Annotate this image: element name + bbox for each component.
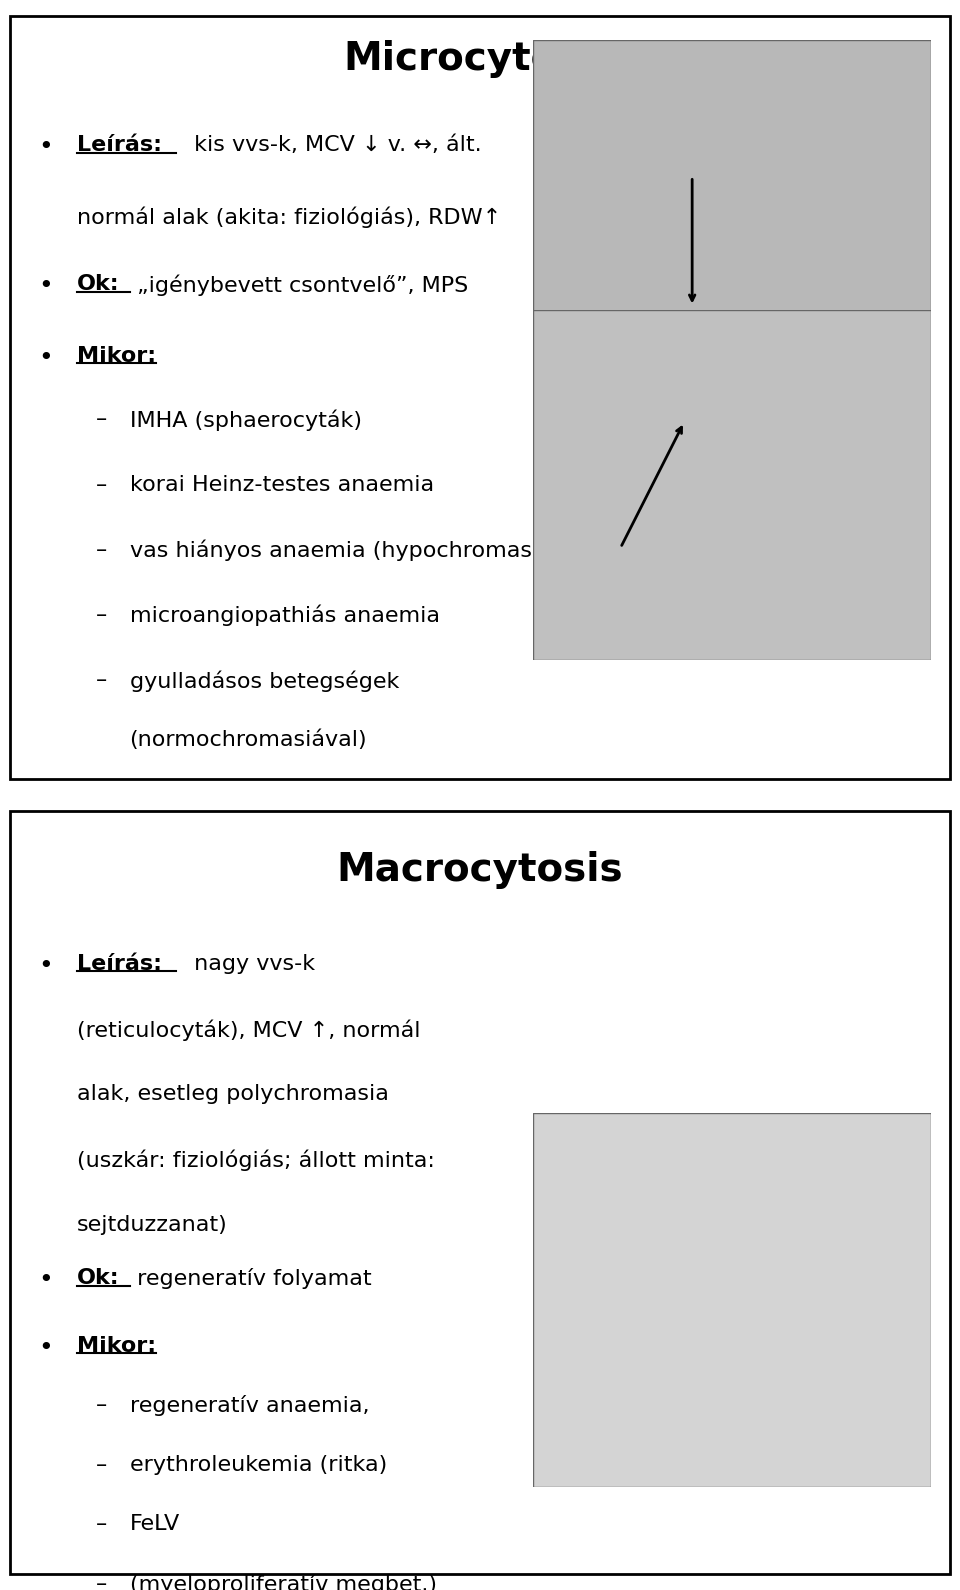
- Text: Mikor:: Mikor:: [77, 347, 156, 366]
- Text: Microcytosis: Microcytosis: [343, 40, 617, 78]
- Text: vas hiányos anaemia (hypochromasiával): vas hiányos anaemia (hypochromasiával): [130, 541, 593, 561]
- Text: –: –: [96, 541, 108, 560]
- Text: (reticulocyták), MCV ↑, normál: (reticulocyták), MCV ↑, normál: [77, 1019, 420, 1041]
- Text: sejtduzzanat): sejtduzzanat): [77, 1215, 228, 1235]
- Text: •: •: [38, 135, 53, 159]
- Text: Leírás:: Leírás:: [77, 135, 162, 156]
- Text: kis vvs-k, MCV ↓ v. ↔, ált.: kis vvs-k, MCV ↓ v. ↔, ált.: [187, 135, 482, 156]
- FancyBboxPatch shape: [10, 811, 950, 1574]
- Text: Leírás:: Leírás:: [77, 954, 162, 975]
- Text: –: –: [96, 474, 108, 494]
- Text: nagy vvs-k: nagy vvs-k: [187, 954, 315, 975]
- Text: (uszkár: fiziológiás; állott minta:: (uszkár: fiziológiás; állott minta:: [77, 1150, 435, 1172]
- Text: Ok:: Ok:: [77, 1269, 119, 1288]
- Text: gyulladásos betegségek: gyulladásos betegségek: [130, 671, 399, 692]
- Text: FeLV: FeLV: [130, 1514, 180, 1534]
- Text: regeneratív folyamat: regeneratív folyamat: [130, 1269, 372, 1289]
- Text: IMHA (sphaerocyták): IMHA (sphaerocyták): [130, 410, 362, 431]
- Text: Ok:: Ok:: [77, 275, 119, 294]
- Text: regeneratív anaemia,: regeneratív anaemia,: [130, 1396, 369, 1417]
- Text: (normochromasiával): (normochromasiával): [130, 730, 368, 750]
- Text: –: –: [96, 606, 108, 625]
- Text: •: •: [38, 347, 53, 370]
- Text: •: •: [38, 1336, 53, 1359]
- Text: microangiopathiás anaemia: microangiopathiás anaemia: [130, 606, 440, 626]
- FancyBboxPatch shape: [10, 16, 950, 779]
- Text: (myeloproliferatív megbet.): (myeloproliferatív megbet.): [130, 1574, 437, 1590]
- Text: •: •: [38, 275, 53, 299]
- Text: „igénybevett csontvelő”, MPS: „igénybevett csontvelő”, MPS: [130, 275, 468, 296]
- Text: –: –: [96, 1396, 108, 1415]
- FancyBboxPatch shape: [533, 310, 931, 660]
- Text: –: –: [96, 671, 108, 690]
- Text: –: –: [96, 1514, 108, 1534]
- Text: alak, esetleg polychromasia: alak, esetleg polychromasia: [77, 1084, 389, 1105]
- Text: •: •: [38, 954, 53, 978]
- Text: normál alak (akita: fiziológiás), RDW↑: normál alak (akita: fiziológiás), RDW↑: [77, 207, 501, 229]
- FancyBboxPatch shape: [533, 1113, 931, 1487]
- FancyBboxPatch shape: [533, 40, 931, 382]
- Text: Macrocytosis: Macrocytosis: [337, 851, 623, 889]
- Text: –: –: [96, 1455, 108, 1476]
- Text: •: •: [38, 1269, 53, 1293]
- Text: –: –: [96, 410, 108, 429]
- Text: erythroleukemia (ritka): erythroleukemia (ritka): [130, 1455, 387, 1476]
- Text: korai Heinz-testes anaemia: korai Heinz-testes anaemia: [130, 474, 434, 494]
- Text: Mikor:: Mikor:: [77, 1336, 156, 1356]
- Text: –: –: [96, 1574, 108, 1590]
